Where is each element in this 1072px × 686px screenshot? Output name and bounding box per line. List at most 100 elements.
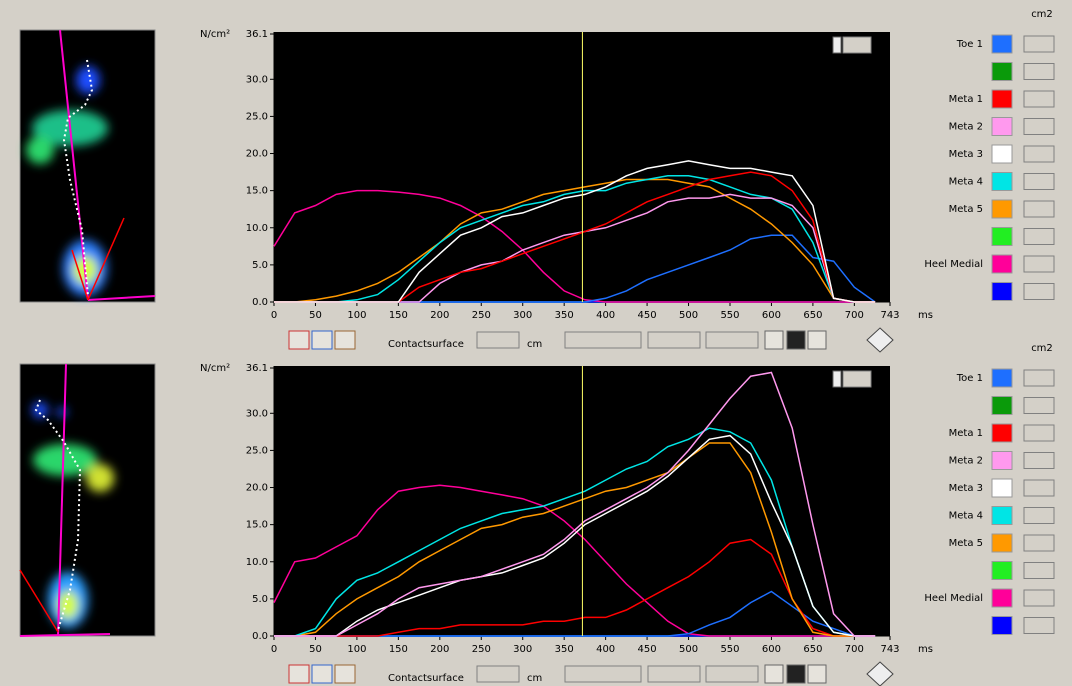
undefined-box (565, 666, 641, 682)
toolbar-button[interactable] (289, 665, 309, 683)
legend-swatch (992, 562, 1012, 580)
undefined-box (477, 332, 519, 348)
x-tick-label: 400 (596, 644, 615, 655)
undefined-box (1024, 453, 1054, 469)
legend-swatch (992, 228, 1012, 246)
toolbar-button[interactable] (808, 331, 826, 349)
undefined-box (1024, 535, 1054, 551)
toolbar-button[interactable] (787, 665, 805, 683)
undefined-box (1024, 370, 1054, 386)
contact-surface-label: Contactsurface (388, 339, 464, 350)
undefined-box (1024, 119, 1054, 135)
y-tick-label: 15.0 (246, 186, 268, 197)
x-tick-label: 50 (309, 310, 322, 321)
legend-label: Toe 1 (956, 39, 983, 50)
legend-label: Meta 1 (949, 428, 983, 439)
undefined-box (477, 666, 519, 682)
legend-swatch (992, 63, 1012, 81)
x-tick-label: 50 (309, 644, 322, 655)
x-tick-label: 743 (880, 310, 899, 321)
toolbar-button[interactable] (787, 331, 805, 349)
x-tick-label: 450 (638, 310, 657, 321)
foot-image-top (20, 30, 155, 302)
y-tick-label: 0.0 (252, 297, 268, 308)
undefined-box (706, 666, 758, 682)
zoom-spinner (833, 37, 841, 53)
legend-label: Meta 3 (949, 483, 983, 494)
x-tick-label: 200 (430, 310, 449, 321)
x-tick-label: 650 (803, 310, 822, 321)
zoom-spinner (833, 371, 841, 387)
toolbar-button[interactable] (312, 665, 332, 683)
undefined-box (1024, 36, 1054, 52)
undefined-box (1024, 64, 1054, 80)
x-tick-label: 0 (271, 310, 277, 321)
legend-swatch (992, 118, 1012, 136)
x-axis-label: ms (918, 644, 933, 655)
y-tick-label: 30.0 (246, 408, 268, 419)
undefined-box (1024, 590, 1054, 606)
undefined-box (648, 666, 700, 682)
undefined-box (1024, 480, 1054, 496)
legend-swatch (992, 617, 1012, 635)
contact-surface-label: Contactsurface (388, 673, 464, 684)
y-tick-label: 5.0 (252, 594, 268, 605)
y-tick-label: 36.1 (246, 29, 268, 40)
toolbar-button[interactable] (289, 331, 309, 349)
x-tick-label: 350 (555, 310, 574, 321)
legend-swatch (992, 589, 1012, 607)
undefined-box (1024, 256, 1054, 272)
y-axis-label: N/cm² (200, 363, 230, 374)
y-tick-label: 25.0 (246, 445, 268, 456)
toolbar-button[interactable] (765, 331, 783, 349)
toolbar-button[interactable] (312, 331, 332, 349)
area-unit: cm2 (1031, 9, 1053, 20)
y-tick-label: 30.0 (246, 74, 268, 85)
legend-label: Meta 2 (949, 456, 983, 467)
x-tick-label: 550 (720, 310, 739, 321)
y-tick-label: 0.0 (252, 631, 268, 642)
x-tick-label: 350 (555, 644, 574, 655)
legend-label: Meta 5 (949, 204, 983, 215)
x-tick-label: 700 (845, 310, 864, 321)
x-tick-label: 550 (720, 644, 739, 655)
y-tick-label: 20.0 (246, 149, 268, 160)
legend-label: Meta 4 (949, 511, 983, 522)
toolbar-button[interactable] (808, 665, 826, 683)
x-tick-label: 500 (679, 644, 698, 655)
legend-swatch (992, 90, 1012, 108)
y-tick-label: 25.0 (246, 111, 268, 122)
x-tick-label: 100 (347, 644, 366, 655)
x-tick-label: 250 (472, 310, 491, 321)
legend-swatch (992, 534, 1012, 552)
undefined-box (1024, 425, 1054, 441)
legend-label: Meta 2 (949, 122, 983, 133)
toolbar-button[interactable] (335, 665, 355, 683)
legend-swatch (992, 397, 1012, 415)
undefined-box (1024, 508, 1054, 524)
y-tick-label: 15.0 (246, 520, 268, 531)
legend-swatch (992, 200, 1012, 218)
x-tick-label: 300 (513, 644, 532, 655)
x-tick-label: 100 (347, 310, 366, 321)
x-tick-label: 150 (389, 310, 408, 321)
undefined-box (843, 37, 871, 53)
x-tick-label: 500 (679, 310, 698, 321)
undefined-box (565, 332, 641, 348)
legend-swatch (992, 255, 1012, 273)
x-tick-label: 150 (389, 644, 408, 655)
x-tick-label: 0 (271, 644, 277, 655)
legend-label: Meta 3 (949, 149, 983, 160)
foot-image-bottom (20, 364, 155, 636)
undefined-box (1024, 229, 1054, 245)
y-tick-label: 20.0 (246, 483, 268, 494)
undefined-box (1024, 284, 1054, 300)
legend-swatch (992, 507, 1012, 525)
toolbar-button[interactable] (765, 665, 783, 683)
x-tick-label: 450 (638, 644, 657, 655)
x-tick-label: 743 (880, 644, 899, 655)
legend-swatch (992, 173, 1012, 191)
contact-surface-unit: cm (527, 673, 542, 684)
toolbar-button[interactable] (335, 331, 355, 349)
y-axis-label: N/cm² (200, 29, 230, 40)
